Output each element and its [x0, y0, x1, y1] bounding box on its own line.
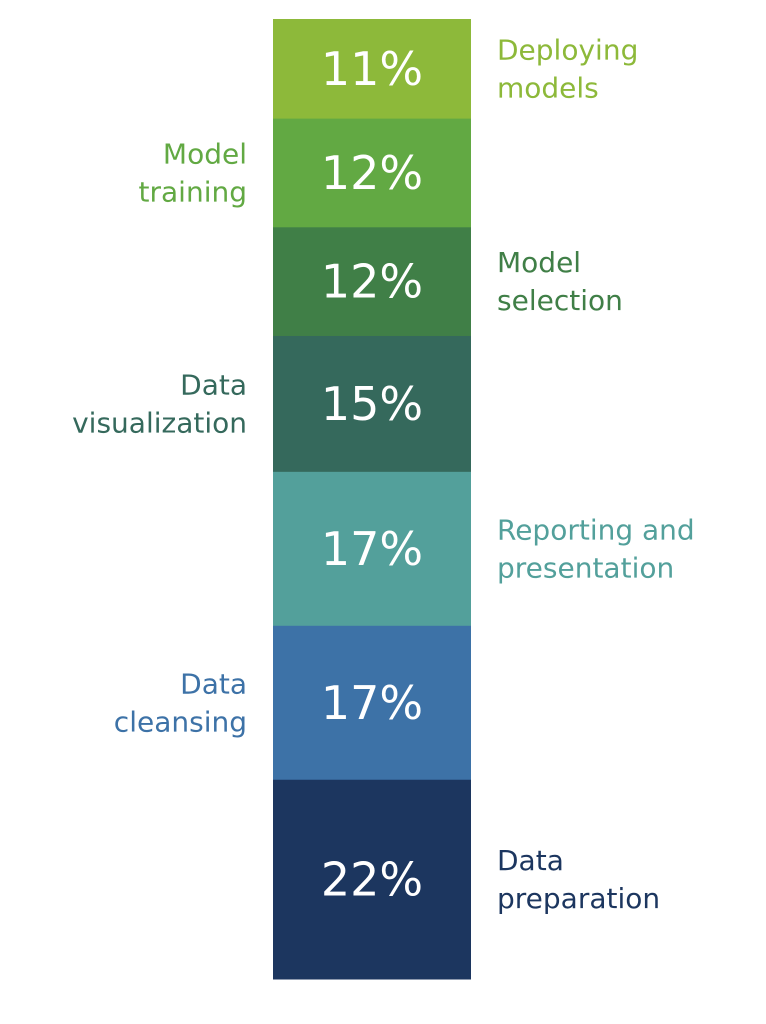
- bar-segment-model-selection: [273, 227, 471, 337]
- segment-reporting-and-presentation: 17% Reporting and presentation: [273, 471, 695, 627]
- segment-model-selection: 12% Model selection: [273, 227, 623, 337]
- category-label-line: Deploying: [497, 33, 638, 66]
- value-label-reporting-and-presentation: 17%: [321, 522, 423, 576]
- value-label-data-cleansing: 17%: [321, 676, 423, 730]
- value-label-model-training: 12%: [321, 146, 423, 200]
- category-label-line: Data: [497, 844, 564, 877]
- segment-model-training: 12% Model training: [139, 118, 471, 228]
- value-label-data-preparation: 22%: [321, 852, 423, 906]
- bar-segment-data-cleansing: [273, 625, 471, 781]
- category-label-line: selection: [497, 284, 623, 317]
- category-label-model-selection: Model selection: [497, 246, 623, 317]
- category-label-data-cleansing: Data cleansing: [114, 667, 247, 738]
- bar-segment-model-training: [273, 118, 471, 228]
- category-label-line: Data: [180, 667, 247, 700]
- category-label-deploying-models: Deploying models: [497, 33, 638, 104]
- category-label-line: presentation: [497, 551, 674, 584]
- category-label-line: Data: [180, 368, 247, 401]
- category-label-line: models: [497, 71, 599, 104]
- category-label-line: Reporting and: [497, 513, 695, 546]
- category-label-line: cleansing: [114, 705, 247, 738]
- category-label-data-preparation: Data preparation: [497, 844, 660, 915]
- bar-segment-data-preparation: [273, 779, 471, 980]
- segment-data-preparation: 22% Data preparation: [273, 779, 660, 980]
- bar-segment-deploying-models: [273, 19, 471, 120]
- bar-segment-reporting-and-presentation: [273, 471, 471, 627]
- category-label-line: training: [139, 175, 247, 208]
- category-label-model-training: Model training: [139, 137, 247, 208]
- category-label-line: Model: [163, 137, 247, 170]
- bar-segment-data-visualization: [273, 335, 471, 473]
- value-label-model-selection: 12%: [321, 255, 423, 309]
- category-label-reporting-and-presentation: Reporting and presentation: [497, 513, 695, 584]
- value-label-deploying-models: 11%: [321, 42, 423, 96]
- category-label-line: preparation: [497, 882, 660, 915]
- segment-data-cleansing: 17% Data cleansing: [114, 625, 471, 781]
- value-label-data-visualization: 15%: [321, 377, 423, 431]
- category-label-line: visualization: [72, 406, 247, 439]
- segment-deploying-models: 11% Deploying models: [273, 19, 638, 120]
- segment-data-visualization: 15% Data visualization: [72, 335, 471, 473]
- category-label-line: Model: [497, 246, 581, 279]
- category-label-data-visualization: Data visualization: [72, 368, 247, 439]
